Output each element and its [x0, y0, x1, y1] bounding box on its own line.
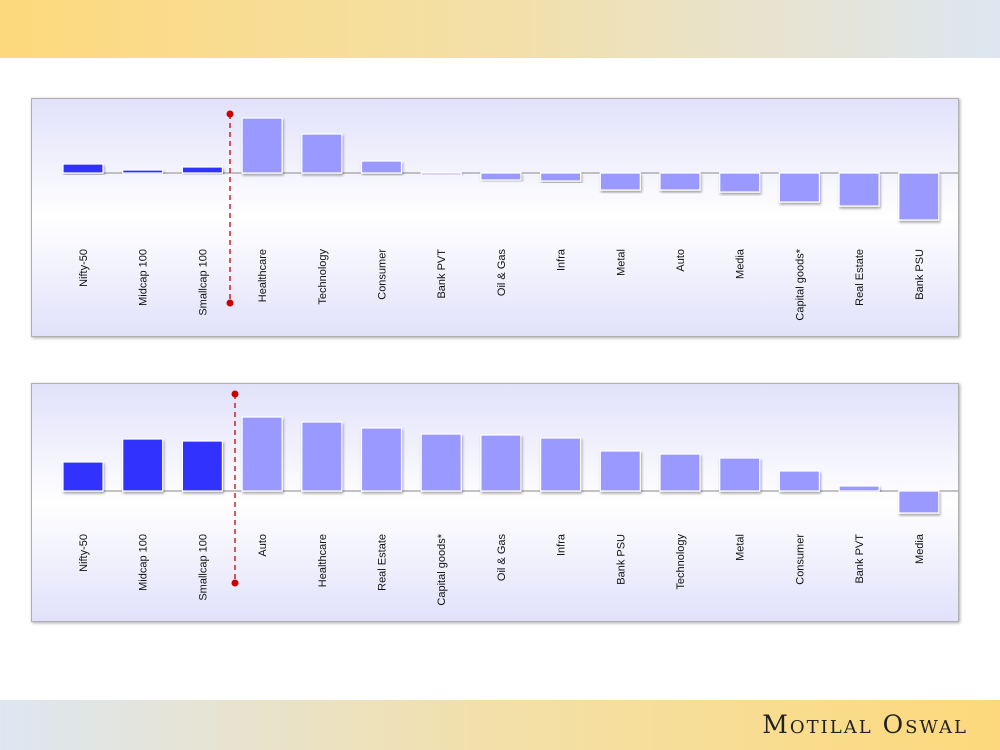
bar-metal [719, 457, 761, 492]
bar-real-estate [838, 172, 880, 207]
x-tick-label: Healthcare [257, 249, 269, 302]
bar-nifty-50 [62, 461, 104, 492]
bar-technology [659, 453, 701, 492]
x-tick-label: Auto [257, 534, 269, 557]
x-tick-label: Metal [615, 249, 627, 276]
x-tick-label: Bank PSU [615, 534, 627, 585]
bar-infra [540, 172, 582, 182]
bar-capital-goods- [778, 172, 821, 203]
bar-auto [241, 416, 283, 492]
divider-dot-top [231, 390, 239, 398]
divider-dot-bottom [226, 299, 234, 307]
bar-midcap-100 [122, 169, 164, 174]
bar-metal [599, 172, 641, 191]
chart-panel-bottom: Nifty-50 Midcap 100 Smallcap 100 Auto Health… [31, 383, 959, 622]
bar-oil-gas [480, 172, 522, 181]
x-tick-label: Midcap 100 [138, 249, 150, 306]
x-tick-label: Smallcap 100 [197, 534, 209, 601]
bar-smallcap-100 [181, 166, 223, 174]
x-tick-label: Bank PVT [854, 534, 866, 584]
divider-dot-bottom [231, 579, 239, 587]
x-tick-label: Media [735, 248, 747, 279]
x-tick-label: Real Estate [377, 534, 389, 591]
x-tick-label: Consumer [794, 534, 806, 585]
x-tick-label: Midcap 100 [138, 534, 150, 591]
x-tick-label: Bank PVT [436, 249, 448, 299]
bar-bank-pvt [420, 172, 462, 176]
x-tick-label: Capital goods* [436, 533, 448, 605]
x-tick-label: Smallcap 100 [197, 249, 209, 316]
chart-panel-top: Nifty-50 Midcap 100 Smallcap 100 Healthcare… [31, 98, 959, 337]
bar-smallcap-100 [181, 440, 223, 492]
x-tick-label: Healthcare [317, 534, 329, 587]
x-tick-label: Auto [675, 249, 687, 272]
divider-dot-top [226, 110, 234, 118]
x-tick-label: Nifty-50 [78, 534, 90, 572]
bar-healthcare [301, 421, 343, 492]
x-tick-label: Oil & Gas [496, 534, 508, 582]
bar-real-estate [360, 427, 403, 492]
bar-consumer [778, 470, 821, 492]
bar-chart-bottom: Nifty-50 Midcap 100 Smallcap 100 Auto Health… [62, 390, 958, 606]
bar-bank-psu [898, 172, 940, 221]
x-tick-label: Technology [675, 534, 687, 590]
x-tick-label: Consumer [377, 249, 389, 300]
x-tick-label: Technology [317, 249, 329, 305]
x-tick-label: Capital goods* [794, 248, 806, 320]
x-tick-label: Infra [556, 533, 568, 556]
bar-healthcare [241, 117, 283, 174]
x-tick-label: Media [914, 533, 926, 564]
bar-media [898, 490, 940, 514]
bar-bank-psu [599, 450, 641, 492]
bar-media [719, 172, 761, 193]
bar-oil-gas [480, 434, 522, 492]
x-tick-label: Nifty-50 [78, 249, 90, 287]
brand-logo: Motilal Oswal [762, 710, 968, 739]
x-tick-label: Real Estate [854, 249, 866, 306]
bar-auto [659, 172, 701, 191]
bar-consumer [360, 160, 403, 174]
bar-technology [301, 133, 343, 174]
bar-chart-top: Nifty-50 Midcap 100 Smallcap 100 Healthcare… [62, 110, 958, 321]
bar-nifty-50 [62, 163, 104, 174]
x-tick-label: Bank PSU [914, 249, 926, 300]
footer-band: Motilal Oswal [0, 700, 1000, 750]
x-tick-label: Metal [735, 534, 747, 561]
bar-infra [540, 437, 582, 492]
x-tick-label: Oil & Gas [496, 249, 508, 297]
bar-bank-pvt [838, 485, 880, 492]
bar-midcap-100 [122, 438, 164, 492]
x-tick-label: Infra [556, 248, 568, 271]
header-band [0, 0, 1000, 58]
bar-capital-goods- [420, 433, 462, 492]
